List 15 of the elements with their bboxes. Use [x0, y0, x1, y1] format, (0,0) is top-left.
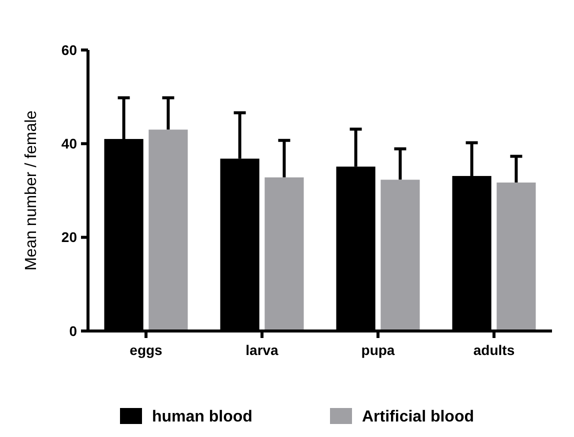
legend-label: Artificial blood [362, 408, 474, 426]
y-tick-label: 60 [61, 42, 78, 58]
bar [264, 177, 304, 331]
x-tick-label: adults [473, 342, 515, 358]
x-tick-label: larva [246, 342, 279, 358]
legend-label: human blood [152, 408, 252, 426]
bar [496, 182, 536, 331]
y-tick-label: 20 [61, 229, 78, 246]
bar [148, 130, 188, 331]
x-tick-label: eggs [130, 342, 163, 358]
x-tick-label: pupa [361, 342, 395, 358]
bar [380, 180, 420, 331]
y-tick-label: 40 [61, 136, 78, 152]
y-tick-label: 0 [69, 322, 78, 339]
y-axis-title: Mean number / female [23, 110, 40, 271]
